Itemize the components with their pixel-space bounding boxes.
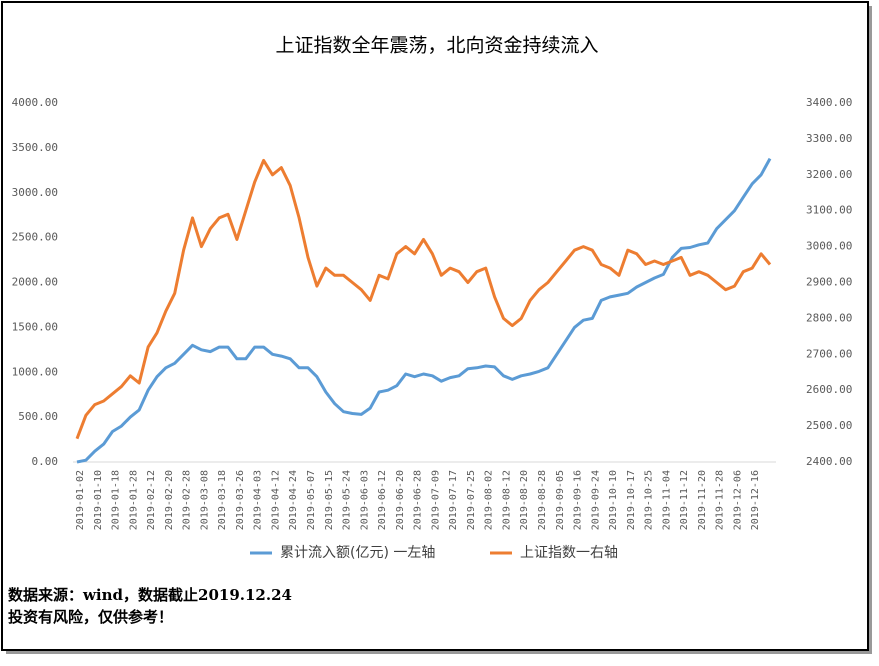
y2-tick-label: 2700.00 xyxy=(806,347,852,360)
x-tick-label: 2019-11-20 xyxy=(697,470,708,530)
note: 投资有风险，仅供参考！ xyxy=(8,608,173,626)
x-tick-label: 2019-10-25 xyxy=(644,470,655,530)
x-tick-label: 2019-04-03 xyxy=(253,470,264,530)
y-tick-label: 0.00 xyxy=(32,455,59,468)
x-tick-label: 2019-09-24 xyxy=(590,470,601,530)
x-tick-label: 2019-07-25 xyxy=(466,470,477,530)
chart-title: 上证指数全年震荡，北向资金持续流入 xyxy=(275,35,598,57)
x-tick-label: 2019-03-18 xyxy=(217,470,228,530)
x-tick-label: 2019-08-28 xyxy=(537,470,548,530)
x-tick-label: 2019-06-20 xyxy=(395,470,406,530)
y-tick-label: 4000.00 xyxy=(12,96,58,109)
x-tick-label: 2019-05-15 xyxy=(324,470,335,530)
x-tick-label: 2019-10-17 xyxy=(626,470,637,530)
y-tick-label: 2500.00 xyxy=(12,231,58,244)
x-tick-label: 2019-01-02 xyxy=(75,470,86,530)
x-tick-label: 2019-04-12 xyxy=(270,470,281,530)
y-tick-label: 1000.00 xyxy=(12,365,58,378)
y2-tick-label: 2400.00 xyxy=(806,455,852,468)
y-tick-label: 3000.00 xyxy=(12,186,58,199)
x-tick-label: 2019-11-12 xyxy=(679,470,690,530)
x-tick-label: 2019-06-28 xyxy=(413,470,424,530)
x-tick-label: 2019-11-28 xyxy=(715,470,726,530)
x-tick-label: 2019-05-24 xyxy=(342,470,353,530)
y2-tick-label: 2900.00 xyxy=(806,276,852,289)
series-line xyxy=(76,157,772,464)
x-tick-label: 2019-07-17 xyxy=(448,470,459,530)
x-tick-label: 2019-06-12 xyxy=(377,470,388,530)
legend-label: 上证指数一右轴 xyxy=(520,545,618,561)
x-tick-label: 2019-08-02 xyxy=(484,470,495,530)
y2-tick-label: 3000.00 xyxy=(806,240,852,253)
x-tick-label: 2019-01-28 xyxy=(128,470,139,530)
x-tick-label: 2019-09-05 xyxy=(555,470,566,530)
y-tick-label: 500.00 xyxy=(18,410,58,423)
y-tick-label: 2000.00 xyxy=(12,276,58,289)
x-tick-label: 2019-08-12 xyxy=(501,470,512,530)
x-tick-label: 2019-10-10 xyxy=(608,470,619,530)
x-tick-label: 2019-07-09 xyxy=(430,470,441,530)
y2-tick-label: 2800.00 xyxy=(806,311,852,324)
y2-tick-label: 3200.00 xyxy=(806,168,852,181)
x-tick-label: 2019-06-03 xyxy=(359,470,370,530)
x-tick-label: 2019-02-12 xyxy=(146,470,157,530)
x-tick-label: 2019-01-18 xyxy=(111,470,122,530)
y2-tick-label: 2500.00 xyxy=(806,419,852,432)
legend-label: 累计流入额(亿元) 一左轴 xyxy=(280,545,435,561)
source: 数据来源：wind，数据截止2019.12.24 xyxy=(8,586,292,604)
y2-tick-label: 2600.00 xyxy=(806,383,852,396)
y2-tick-label: 3100.00 xyxy=(806,204,852,217)
y-tick-label: 3500.00 xyxy=(12,141,58,154)
x-tick-label: 2019-01-10 xyxy=(93,470,104,530)
x-tick-label: 2019-02-28 xyxy=(182,470,193,530)
y2-tick-label: 3300.00 xyxy=(806,132,852,145)
x-tick-label: 2019-04-24 xyxy=(288,470,299,530)
x-tick-label: 2019-08-20 xyxy=(519,470,530,530)
x-tick-label: 2019-05-07 xyxy=(306,470,317,530)
frame xyxy=(1,1,869,651)
x-tick-label: 2019-02-20 xyxy=(164,470,175,530)
y2-tick-label: 3400.00 xyxy=(806,96,852,109)
x-tick-label: 2019-12-06 xyxy=(732,470,743,530)
series-line xyxy=(75,158,772,440)
x-tick-label: 2019-03-26 xyxy=(235,470,246,530)
x-tick-label: 2019-12-16 xyxy=(750,470,761,530)
x-tick-label: 2019-11-04 xyxy=(661,470,672,530)
x-tick-label: 2019-09-16 xyxy=(573,470,584,530)
x-tick-label: 2019-03-08 xyxy=(199,470,210,530)
y-tick-label: 1500.00 xyxy=(12,320,58,333)
